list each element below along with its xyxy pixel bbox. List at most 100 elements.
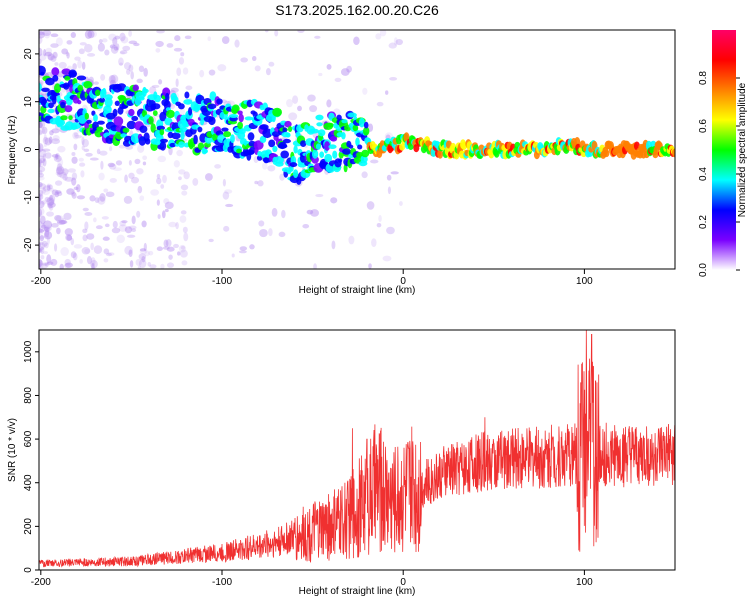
spectrogram-noise-blob (93, 217, 97, 223)
spectrogram-noise-blob (177, 251, 181, 256)
spectrogram-energy-blob (189, 141, 196, 148)
x-tick-label: 0 (400, 577, 406, 588)
spectrogram-noise-blob (179, 215, 187, 223)
spectrogram-noise-blob (166, 246, 175, 252)
spectrogram-noise-blob (101, 216, 109, 220)
spectrogram-noise-blob (55, 215, 64, 223)
spectrogram-energy-blob (230, 134, 235, 144)
spectrogram-noise-blob (41, 189, 51, 196)
spectrogram-energy-blob (76, 75, 87, 81)
spectrogram-noise-blob (64, 228, 73, 236)
spectrogram-noise-blob (128, 249, 133, 258)
spectrogram-energy-blob (358, 117, 365, 128)
spectrogram-energy-blob (330, 136, 338, 142)
spectrogram-noise-blob (44, 52, 51, 57)
spectrogram-noise-blob (281, 209, 286, 219)
spectrogram-energy-blob (216, 98, 223, 105)
spectrogram-energy-blob (113, 116, 124, 127)
spectrogram-noise-blob (143, 242, 147, 252)
spectrogram-noise-blob (108, 163, 117, 170)
spectrogram-noise-blob (40, 255, 45, 260)
spectrogram-noise-blob (42, 136, 49, 145)
spectrogram-noise-blob (90, 30, 97, 38)
spectrogram-energy-blob (183, 99, 193, 105)
spectrogram-energy-blob (202, 149, 208, 154)
spectrogram-energy-blob (282, 138, 291, 144)
spectrogram-energy-blob (348, 144, 354, 149)
spectrogram-noise-blob (119, 51, 125, 55)
spectrogram-energy-blob (223, 131, 232, 138)
spectrogram-noise-blob (76, 184, 81, 193)
spectrogram-noise-blob (39, 158, 46, 164)
x-tick-label: -200 (31, 577, 51, 588)
spectrogram-noise-blob (54, 62, 59, 66)
spectrogram-noise-blob (44, 261, 50, 267)
spectrogram-noise-blob (133, 42, 140, 47)
spectrogram-energy-blob (272, 145, 278, 153)
spectrogram-energy-blob (64, 76, 71, 81)
spectrogram-noise-blob (39, 220, 43, 230)
spectrogram-energy-blob (159, 141, 167, 151)
spectrogram-noise-blob (42, 30, 52, 36)
spectrogram-noise-blob (43, 220, 53, 229)
spectrogram-noise-blob (173, 243, 179, 249)
x-tick-label: 100 (576, 276, 593, 287)
spectrogram-noise-blob (111, 227, 121, 234)
spectrogram-noise-blob (119, 220, 127, 227)
spectrogram-energy-blob (178, 103, 185, 110)
spectrogram-energy-blob (112, 108, 118, 117)
spectrogram-noise-blob (56, 227, 61, 235)
spectrogram-energy-blob (237, 121, 244, 130)
spectrogram-noise-blob (39, 122, 43, 128)
spectrogram-energy-blob (207, 103, 217, 110)
spectrogram-noise-blob (82, 234, 88, 242)
spectrogram-noise-blob (106, 252, 112, 257)
spectrogram-noise-blob (43, 231, 53, 240)
spectrogram-noise-blob (39, 246, 44, 251)
spectrogram-noise-blob (302, 223, 310, 229)
spectrogram-energy-blob (131, 115, 139, 122)
spectrogram-noise-blob (47, 203, 53, 209)
spectrogram-energy-blob (280, 150, 290, 159)
spectrogram-noise-blob (39, 197, 42, 206)
spectrogram-energy-blob (341, 119, 348, 124)
spectrogram-noise-blob (262, 161, 268, 170)
spectrogram-noise-blob (61, 48, 69, 55)
spectrogram-noise-blob (259, 228, 268, 238)
spectrogram-noise-blob (156, 173, 161, 179)
spectrogram-noise-blob (122, 45, 131, 52)
spectrogram-noise-blob (165, 239, 172, 247)
spectrogram-energy-blob (275, 161, 284, 167)
spectrogram-noise-blob (85, 152, 93, 157)
spectrogram-noise-blob (48, 199, 54, 206)
spectrogram-noise-blob (137, 265, 142, 269)
spectrogram-noise-blob (119, 62, 123, 66)
spectrogram-noise-blob (180, 52, 185, 57)
spectrogram-noise-blob (382, 255, 392, 262)
spectrogram-energy-blob (83, 81, 93, 89)
spectrogram-noise-blob (55, 153, 60, 160)
spectrogram-noise-blob (61, 168, 69, 176)
spectrogram-noise-blob (46, 184, 51, 191)
spectrogram-energy-blob (96, 126, 104, 131)
spectrogram-noise-blob (81, 145, 85, 151)
spectrogram-energy-blob (309, 128, 320, 134)
spectrogram-energy-blob (184, 91, 190, 99)
spectrogram-noise-blob (39, 148, 47, 158)
spectrogram-energy-blob (208, 116, 216, 126)
spectrogram-noise-blob (39, 230, 44, 236)
spectrogram-noise-blob (126, 68, 131, 75)
spectrogram-noise-blob (53, 155, 62, 163)
spectrogram-noise-blob (54, 243, 58, 252)
spectrogram-energy-blob (45, 77, 55, 86)
spectrogram-noise-blob (279, 173, 285, 181)
spectrogram-noise-blob (39, 207, 45, 216)
spectrogram-noise-blob (44, 196, 51, 202)
spectrogram-noise-blob (134, 158, 141, 165)
spectrogram-energy-blob (51, 67, 60, 76)
spectrogram-noise-blob (97, 196, 106, 205)
spectrogram-energy-blob (150, 123, 156, 133)
spectrogram-noise-blob (278, 231, 286, 238)
spectrogram-noise-blob (149, 264, 157, 269)
spectrogram-noise-blob (183, 232, 189, 242)
